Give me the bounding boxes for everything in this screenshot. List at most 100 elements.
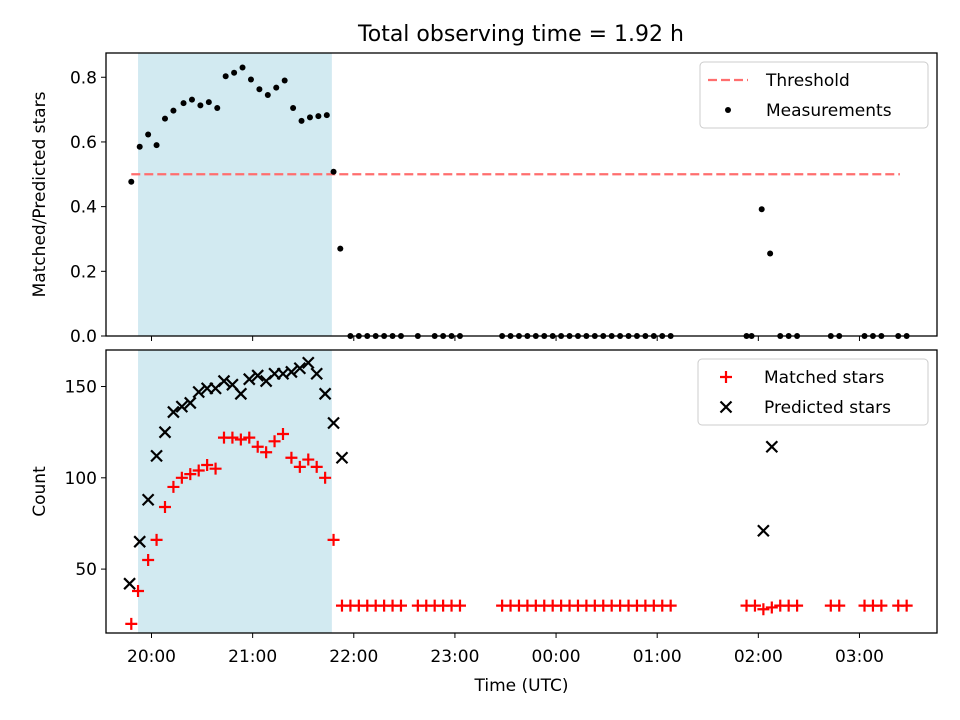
measurement-point — [323, 112, 330, 119]
predicted-stars-point — [133, 535, 146, 548]
measurement-point — [264, 92, 271, 99]
matched-stars-point — [192, 464, 205, 477]
legend-label: Threshold — [765, 71, 850, 91]
measurement-point — [758, 206, 765, 213]
y-tick-label: 0.6 — [70, 133, 97, 153]
measurement-point — [273, 84, 280, 91]
measurement-point — [290, 104, 297, 111]
matched-stars-point — [791, 599, 804, 612]
predicted-stars-point — [757, 524, 770, 538]
predicted-stars-point — [234, 387, 248, 401]
chart-title: Total observing time = 1.92 h — [357, 22, 684, 47]
predicted-stars-point — [301, 356, 315, 370]
legend-box — [699, 61, 929, 129]
matched-stars-point — [125, 617, 138, 630]
matched-stars-point — [900, 599, 913, 612]
predicted-stars-point — [217, 374, 231, 388]
y-tick-label: 0.4 — [70, 198, 97, 218]
y-axis-label: Matched/Predicted stars — [30, 91, 50, 297]
matched-stars-point — [748, 599, 761, 612]
matched-stars-point — [234, 433, 247, 446]
legend-label: Predicted stars — [764, 398, 891, 418]
predicted-stars-point — [150, 449, 163, 463]
matched-stars-point — [327, 533, 340, 546]
legend-matched-swatch — [720, 371, 732, 383]
predicted-stars-point — [141, 493, 155, 506]
observing-window-span — [138, 350, 332, 633]
legend: Threshold Measurements — [699, 61, 929, 129]
measurement-point — [247, 76, 254, 83]
matched-stars-point — [243, 431, 256, 444]
matched-stars-point — [142, 553, 155, 566]
x-tick-label: 20:00 — [127, 647, 176, 667]
top-panel: 0.0 0.2 0.4 0.6 0.8 Matched/Predicted stars Th… — [30, 52, 938, 347]
y-tick-label: 0.2 — [70, 262, 97, 282]
matched-stars-point — [175, 471, 188, 484]
matched-stars-point — [833, 599, 846, 612]
measurement-point — [256, 86, 263, 93]
predicted-stars-point — [242, 372, 256, 386]
measurement-point — [136, 143, 143, 150]
measurement-point — [205, 99, 212, 106]
predicted-stars-point — [293, 361, 307, 375]
bottom-panel: 50 100 150 20:00 21:00 22:00 23:00 00:00 01:00 02… — [30, 349, 938, 696]
x-tick-label: 02:00 — [734, 647, 783, 667]
legend-predicted-swatch — [719, 400, 733, 414]
matched-stars-point — [765, 601, 778, 614]
predicted-stars-point — [158, 425, 172, 439]
predicted-stars-point — [175, 400, 189, 413]
x-axis-label: Time (UTC) — [474, 676, 569, 696]
matched-stars-point — [260, 446, 273, 459]
x-tick-label: 00:00 — [532, 647, 581, 667]
predicted-stars-point — [335, 451, 349, 465]
measurement-point — [281, 77, 288, 84]
matched-stars-point — [209, 462, 222, 475]
predicted-stars-point — [765, 440, 779, 454]
matched-stars-point — [319, 471, 332, 484]
y-tick-label: 0.0 — [70, 327, 97, 347]
predicted-stars-point — [327, 416, 340, 430]
measurement-point — [197, 102, 204, 109]
x-tick-label: 23:00 — [430, 647, 479, 667]
predicted-stars-point — [310, 367, 323, 381]
legend: Matched stars Predicted stars — [697, 358, 929, 426]
matched-stars-point — [664, 599, 677, 612]
matched-stars-point — [394, 599, 407, 612]
matched-stars-point — [453, 599, 466, 612]
matched-stars-point — [158, 501, 171, 514]
measurement-point — [315, 113, 322, 120]
measurement-point — [222, 73, 229, 80]
x-tick-label: 03:00 — [835, 647, 884, 667]
predicted-stars-point — [285, 365, 298, 379]
y-tick-label: 0.8 — [70, 68, 97, 88]
matched-stars-point — [293, 460, 306, 473]
y-axis-label: Count — [30, 466, 50, 517]
x-tick-label: 21:00 — [228, 647, 277, 667]
matched-stars-point — [167, 480, 180, 493]
measurement-point — [214, 104, 221, 111]
predicted-stars-point — [318, 387, 332, 401]
matched-stars-point — [226, 431, 239, 444]
legend-label: Matched stars — [764, 368, 884, 388]
measurement-point — [145, 131, 152, 138]
predicted-stars-point — [184, 396, 197, 410]
matched-stars-point — [875, 599, 888, 612]
matched-stars-point — [757, 603, 770, 616]
measurement-point — [231, 69, 238, 76]
matched-stars-point — [184, 468, 197, 481]
measurement-point — [239, 64, 246, 71]
x-tick-label: 22:00 — [329, 647, 378, 667]
matched-stars-point — [201, 459, 214, 472]
matched-stars-point — [285, 451, 298, 464]
measurement-point — [180, 100, 187, 107]
y-tick-label: 150 — [65, 378, 97, 398]
matched-stars-point — [276, 427, 289, 440]
predicted-stars-point — [123, 577, 136, 590]
legend-measurements-swatch — [725, 107, 731, 113]
predicted-stars-point — [251, 369, 264, 382]
axes-frame — [105, 349, 938, 634]
predicted-stars-point — [192, 385, 205, 399]
matched-stars-point — [150, 533, 163, 546]
measurement-point — [767, 250, 774, 257]
